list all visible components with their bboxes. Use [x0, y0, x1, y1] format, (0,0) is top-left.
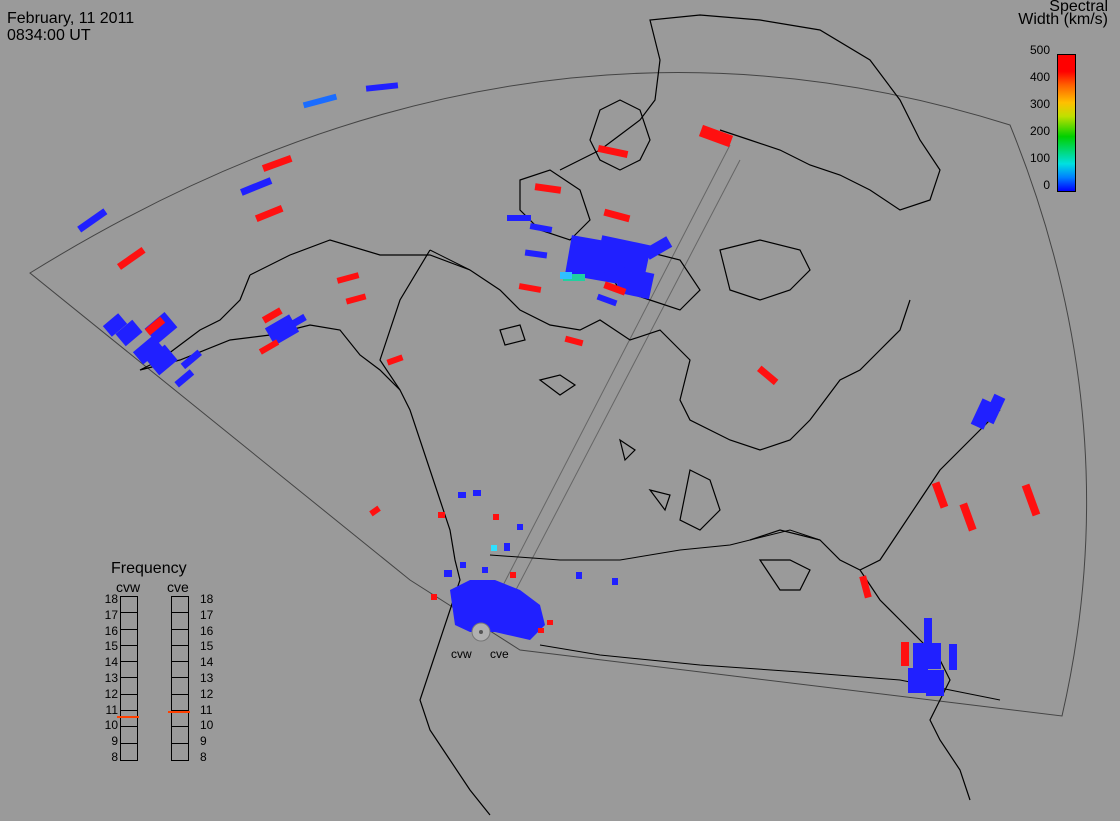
frequency-scale-tick: 13 [200, 670, 214, 685]
frequency-scale-tick: 16 [104, 623, 118, 638]
frequency-scale-tick: 17 [104, 607, 118, 622]
frequency-scale-tick: 13 [104, 670, 118, 685]
radar-label-cve: cve [490, 647, 509, 661]
colorbar-title-line2: Width (km/s) [1018, 11, 1108, 28]
frequency-scale-tick: 15 [200, 639, 214, 654]
frequency-scale-tick: 8 [200, 750, 207, 764]
colorbar-tick: 400 [1029, 70, 1050, 84]
radar-label-cvw: cvw [451, 647, 472, 661]
coastlines [139, 14, 1001, 816]
frequency-scale-tick: 10 [200, 718, 214, 733]
frequency-scale-tick: 11 [105, 702, 118, 717]
frequency-scale-tick: 15 [104, 639, 118, 654]
frequency-scale-tick: 10 [104, 718, 118, 733]
scatter-data [77, 82, 1041, 696]
frequency-scale-tick: 18 [104, 591, 118, 606]
frequency-gauge-cvw [120, 596, 138, 761]
colorbar-tick: 200 [1029, 124, 1050, 138]
frequency-scale-tick: 12 [200, 686, 214, 701]
frequency-scale-tick: 18 [200, 591, 214, 606]
frequency-marker-cve [168, 711, 190, 714]
frequency-radar-label-cvw: cvw [116, 579, 141, 595]
beam-line [479, 144, 731, 631]
frequency-radar-label-cve: cve [167, 579, 189, 595]
frequency-scale-tick: 9 [200, 734, 207, 749]
spectral-width-colorbar [1057, 54, 1076, 192]
frequency-scale-tick: 9 [111, 734, 118, 749]
frequency-scale-tick: 14 [104, 655, 118, 670]
frequency-scale-tick: 11 [200, 702, 213, 717]
colorbar-tick: 300 [1029, 97, 1050, 111]
frequency-scale-tick: 12 [104, 686, 118, 701]
frequency-scale-tick: 14 [200, 655, 214, 670]
fov-outline [29, 72, 1088, 717]
frequency-marker-cvw [117, 715, 139, 718]
frequency-scale-tick: 17 [200, 607, 214, 622]
frequency-scale-tick: 8 [111, 750, 118, 764]
observation-time: 0834:00 UT [7, 27, 91, 44]
beam-line [494, 159, 741, 631]
frequency-gauge-cve [171, 596, 189, 761]
frequency-scale-tick: 16 [200, 623, 214, 638]
colorbar-title-line1: Spectral [1049, 0, 1108, 15]
colorbar-tick: 0 [1043, 178, 1050, 192]
observation-date: February, 11 2011 [7, 10, 135, 27]
frequency-title: Frequency [111, 560, 187, 577]
colorbar-tick: 500 [1029, 43, 1050, 57]
colorbar-tick: 100 [1029, 151, 1050, 165]
